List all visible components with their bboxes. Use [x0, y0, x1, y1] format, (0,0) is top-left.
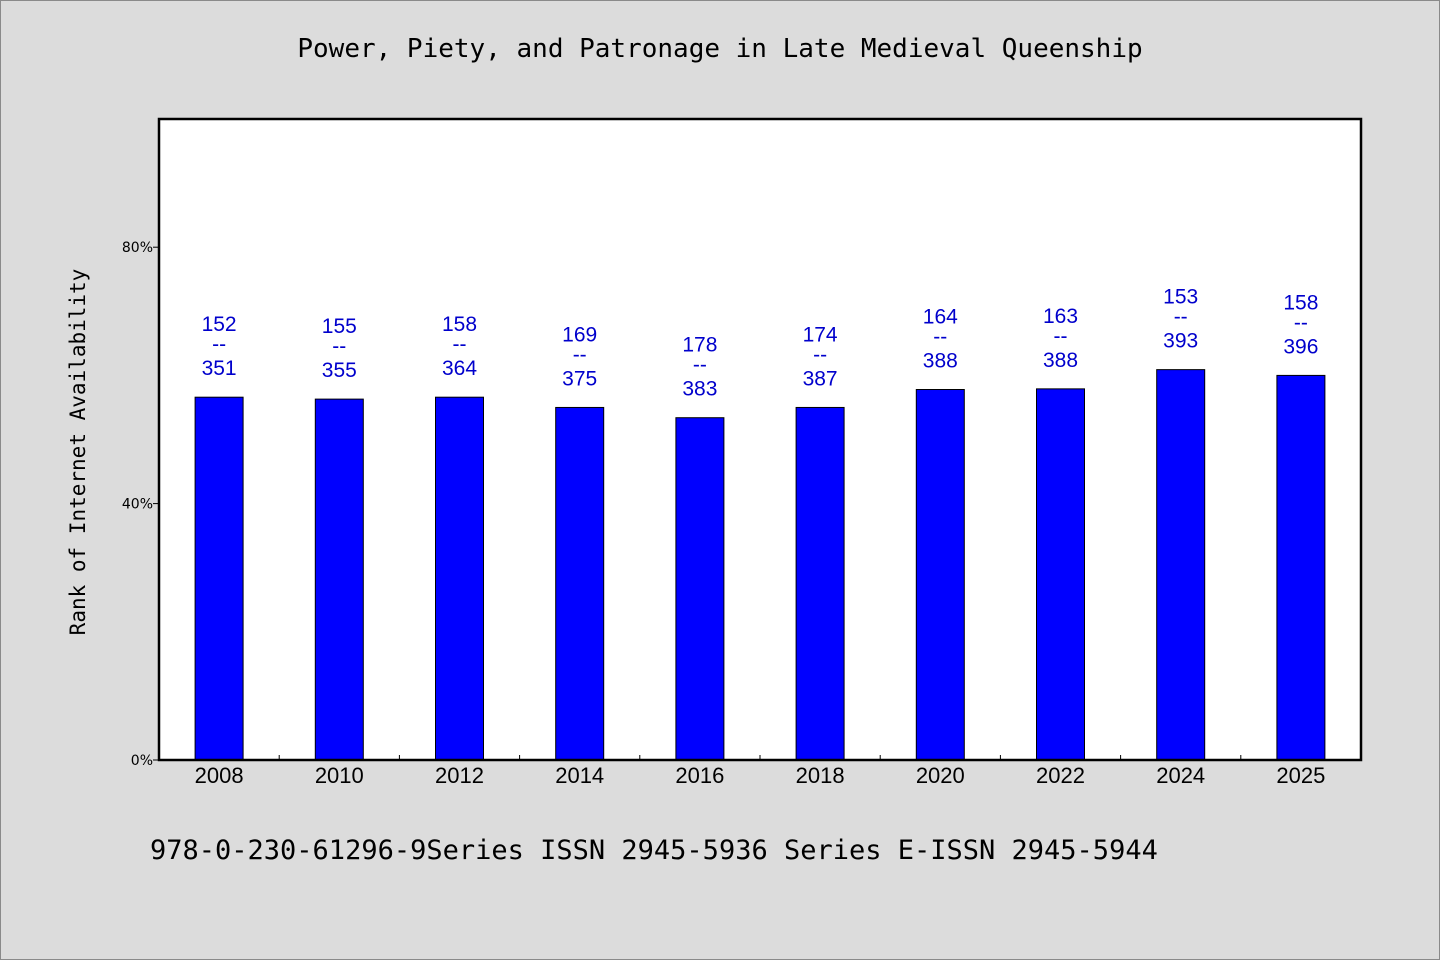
x-tick-label: 2010	[315, 763, 364, 788]
bar	[1036, 388, 1085, 761]
data-label-top: 169	[562, 323, 597, 346]
x-tick-label: 2014	[555, 763, 604, 788]
data-label-separator: --	[573, 343, 587, 366]
x-tick-label: 2012	[435, 763, 484, 788]
data-label-top: 155	[322, 315, 357, 338]
bar	[194, 396, 244, 761]
y-tick-label: 80%	[122, 240, 153, 256]
data-label-separator: --	[1054, 325, 1068, 348]
y-tick-label: 0%	[131, 753, 153, 769]
data-label-top: 163	[1043, 305, 1078, 328]
data-label-separator: --	[332, 335, 346, 358]
x-tick-label: 2008	[195, 763, 244, 788]
bar	[555, 406, 605, 761]
x-tick-label: 2018	[796, 763, 845, 788]
data-label-top: 153	[1163, 286, 1198, 309]
x-tick-label: 2020	[916, 763, 965, 788]
plot-border	[157, 117, 1363, 762]
data-label-separator: --	[813, 343, 827, 366]
bar	[915, 389, 965, 761]
data-label-top: 174	[803, 323, 838, 346]
bar	[1156, 369, 1206, 761]
data-label-bottom: 388	[1043, 349, 1078, 372]
data-label-top: 158	[1283, 291, 1318, 314]
data-label-top: 152	[202, 313, 237, 336]
data-label-separator: --	[1174, 306, 1188, 329]
bar	[435, 396, 484, 761]
data-label-separator: --	[693, 354, 707, 377]
data-label-bottom: 393	[1163, 330, 1198, 353]
data-label-bottom: 388	[923, 350, 958, 373]
chart-title: Power, Piety, and Patronage in Late Medi…	[297, 34, 1143, 64]
data-label-bottom: 396	[1283, 335, 1318, 358]
data-label-bottom: 351	[202, 357, 237, 380]
bar	[1276, 374, 1326, 761]
x-tick-label: 2025	[1276, 763, 1325, 788]
data-label-top: 158	[442, 313, 477, 336]
data-label-bottom: 387	[803, 367, 838, 390]
footer-isbn-issn: 978-0-230-61296-9Series ISSN 2945-5936 S…	[150, 835, 1158, 866]
x-tick-label: 2016	[675, 763, 724, 788]
data-label-top: 164	[923, 306, 958, 329]
data-label-bottom: 383	[682, 378, 717, 401]
bar	[675, 417, 725, 761]
x-tick-label: 2022	[1036, 763, 1085, 788]
bar	[314, 398, 364, 761]
data-label-bottom: 355	[322, 359, 357, 382]
data-label-top: 178	[682, 334, 717, 357]
data-label-bottom: 364	[442, 357, 477, 380]
bar	[795, 406, 845, 761]
y-tick-label: 40%	[122, 497, 153, 513]
data-label-bottom: 375	[562, 367, 597, 390]
data-label-separator: --	[212, 333, 226, 356]
x-tick-label: 2024	[1156, 763, 1205, 788]
data-label-separator: --	[453, 333, 467, 356]
data-label-separator: --	[1294, 311, 1308, 334]
data-label-separator: --	[933, 326, 947, 349]
